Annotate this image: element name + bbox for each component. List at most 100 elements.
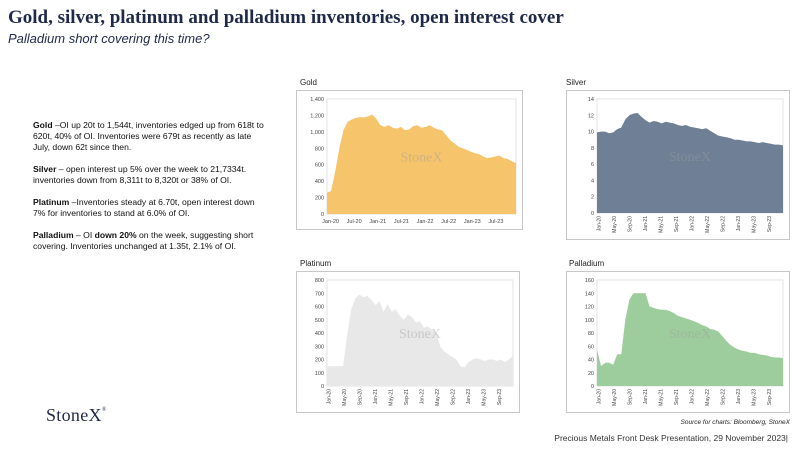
y-tick-label: 0 bbox=[591, 211, 594, 217]
palladium-chart-title: Palladium bbox=[569, 259, 604, 268]
x-tick-label: Jan-23 bbox=[736, 216, 742, 232]
x-tick-label: May-20 bbox=[612, 389, 618, 406]
y-tick-label: 200 bbox=[315, 358, 324, 364]
x-tick-label: Sep-22 bbox=[721, 216, 727, 232]
note-palladium-emphasis: down 20% bbox=[95, 230, 137, 240]
watermark: StoneX bbox=[669, 150, 711, 165]
x-tick-label: Jul-21 bbox=[394, 219, 409, 225]
x-tick-label: Sep-23 bbox=[767, 389, 773, 405]
y-tick-label: 1,200 bbox=[310, 113, 324, 119]
x-tick-label: Jul-22 bbox=[441, 219, 456, 225]
note-silver-text: – open interest up 5% over the week to 2… bbox=[33, 164, 246, 185]
x-tick-label: Jul-23 bbox=[488, 219, 503, 225]
x-tick-label: Jan-21 bbox=[643, 216, 649, 232]
note-gold: Gold –OI up 20t to 1,544t, inventories e… bbox=[33, 120, 266, 153]
y-tick-label: 400 bbox=[315, 331, 324, 337]
note-palladium-text-before: – OI bbox=[74, 230, 95, 240]
x-tick-label: May-20 bbox=[342, 389, 348, 406]
x-tick-label: Jan-21 bbox=[369, 219, 386, 225]
logo-mark: ® bbox=[102, 407, 107, 413]
x-tick-label: Sep-21 bbox=[674, 216, 680, 232]
y-tick-label: 0 bbox=[591, 384, 594, 390]
x-tick-label: May-23 bbox=[752, 389, 758, 406]
x-tick-label: Sep-23 bbox=[767, 216, 773, 232]
y-tick-label: 140 bbox=[585, 291, 594, 297]
palladium-chart: 0 20 40 60 80 100 120 140 160 StoneX Jan-20 May-20 S… bbox=[566, 271, 790, 413]
note-platinum-lead: Platinum bbox=[33, 197, 69, 207]
x-tick-label: May-23 bbox=[482, 389, 488, 406]
palladium-chart-svg: 0 20 40 60 80 100 120 140 160 StoneX Jan-20 May-20 S… bbox=[567, 272, 789, 412]
y-tick-label: 600 bbox=[315, 163, 324, 169]
note-gold-lead: Gold bbox=[33, 120, 53, 130]
x-tick-label: Jan-23 bbox=[466, 389, 472, 405]
y-tick-label: 14 bbox=[588, 97, 594, 103]
x-tick-label: Sep-20 bbox=[358, 389, 364, 405]
y-tick-label: 0 bbox=[321, 212, 324, 218]
x-tick-label: Jan-20 bbox=[597, 389, 603, 405]
note-palladium: Palladium – OI down 20% on the week, sug… bbox=[33, 230, 266, 252]
x-tick-label: Sep-22 bbox=[721, 389, 727, 405]
gold-chart-title: Gold bbox=[300, 78, 317, 87]
x-tick-label: Jan-20 bbox=[327, 389, 333, 405]
watermark: StoneX bbox=[399, 327, 441, 342]
y-tick-label: 2 bbox=[591, 195, 594, 201]
silver-chart-title: Silver bbox=[566, 78, 586, 87]
platinum-chart-title: Platinum bbox=[300, 259, 331, 268]
y-tick-label: 500 bbox=[315, 318, 324, 324]
x-tick-label: Jan-21 bbox=[373, 389, 379, 405]
y-tick-label: 10 bbox=[588, 130, 594, 136]
x-tick-label: Sep-20 bbox=[628, 389, 634, 405]
x-tick-label: May-21 bbox=[389, 389, 395, 406]
x-tick-label: Jan-20 bbox=[597, 216, 603, 232]
x-tick-label: May-23 bbox=[752, 216, 758, 233]
x-tick-label: Sep-23 bbox=[497, 389, 503, 405]
note-gold-text: –OI up 20t to 1,544t, inventories edged … bbox=[33, 120, 264, 152]
silver-chart-svg: 02468101214StoneXJan-20 May-20 Sep-20 Jan-2… bbox=[567, 91, 789, 239]
x-tick-label: Jan-22 bbox=[417, 219, 434, 225]
y-tick-label: 800 bbox=[315, 278, 324, 284]
note-silver: Silver – open interest up 5% over the we… bbox=[33, 164, 266, 186]
page-title: Gold, silver, platinum and palladium inv… bbox=[8, 7, 564, 29]
x-tick-label: Sep-21 bbox=[404, 389, 410, 405]
x-tick-label: Jan-20 bbox=[322, 219, 339, 225]
page-subtitle: Palladium short covering this time? bbox=[8, 31, 210, 46]
x-tick-label: Sep-22 bbox=[451, 389, 457, 405]
y-tick-label: 8 bbox=[591, 146, 594, 152]
y-tick-label: 40 bbox=[588, 358, 594, 364]
y-tick-label: 1,000 bbox=[310, 130, 324, 136]
y-tick-label: 200 bbox=[315, 196, 324, 202]
logo-text: StoneX bbox=[46, 405, 102, 425]
y-tick-label: 80 bbox=[588, 331, 594, 337]
x-tick-label: Jan-22 bbox=[420, 389, 426, 405]
note-palladium-lead: Palladium bbox=[33, 230, 74, 240]
chart-source-note: Source for charts: Bloomberg, StoneX bbox=[681, 419, 790, 426]
y-tick-label: 160 bbox=[585, 278, 594, 284]
commentary-notes: Gold –OI up 20t to 1,544t, inventories e… bbox=[33, 120, 266, 263]
x-tick-label: Sep-21 bbox=[674, 389, 680, 405]
y-tick-label: 100 bbox=[315, 371, 324, 377]
x-tick-label: Jan-23 bbox=[464, 219, 481, 225]
y-tick-label: 1,400 bbox=[310, 97, 324, 103]
y-tick-label: 400 bbox=[315, 179, 324, 185]
x-tick-label: Jan-21 bbox=[643, 389, 649, 405]
watermark: StoneX bbox=[669, 327, 711, 342]
gold-chart: 0 200 400 600 800 1,000 1,200 1,400 StoneX Jan-20… bbox=[296, 90, 523, 230]
platinum-chart-svg: 0100200300400500600700800StoneXJan-20 May… bbox=[297, 272, 519, 412]
watermark: StoneX bbox=[401, 151, 443, 166]
x-tick-label: May-22 bbox=[705, 216, 711, 233]
platinum-chart: 0 100 200 300 400 500 600 700 800 StoneX Jan-20 May… bbox=[296, 271, 520, 413]
y-tick-label: 800 bbox=[315, 146, 324, 152]
x-tick-label: May-20 bbox=[612, 216, 618, 233]
gold-chart-svg: 0 200 400 600 800 1,000 1,200 1,400 StoneX Jan-20… bbox=[297, 91, 522, 229]
y-tick-label: 20 bbox=[588, 371, 594, 377]
y-tick-label: 600 bbox=[315, 305, 324, 311]
y-tick-label: 120 bbox=[585, 305, 594, 311]
x-tick-label: Jul-20 bbox=[347, 219, 362, 225]
y-tick-label: 12 bbox=[588, 113, 594, 119]
y-tick-label: 700 bbox=[315, 291, 324, 297]
y-tick-label: 0 bbox=[321, 384, 324, 390]
x-tick-label: Sep-20 bbox=[628, 216, 634, 232]
x-tick-label: May-22 bbox=[435, 389, 441, 406]
y-tick-label: 100 bbox=[585, 318, 594, 324]
silver-chart: 0 2 4 6 8 10 12 14 StoneX Jan-20 May-20 Sep-20 Jan-2… bbox=[566, 90, 790, 240]
